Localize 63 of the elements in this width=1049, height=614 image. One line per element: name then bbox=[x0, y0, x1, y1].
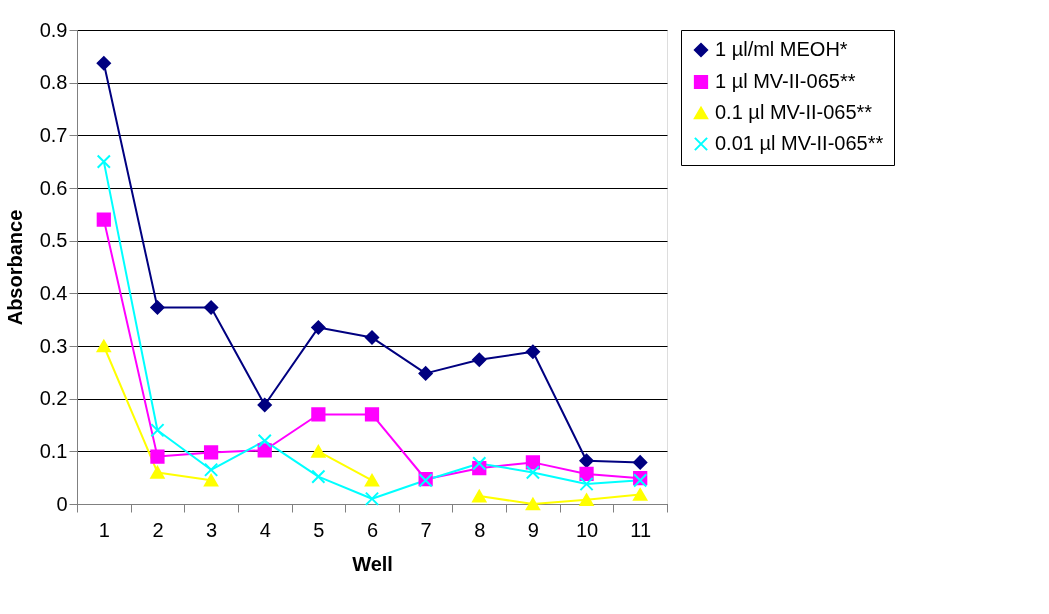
point bbox=[257, 397, 272, 413]
point bbox=[311, 469, 326, 484]
point bbox=[579, 453, 594, 468]
y-tick-label: 0.6 bbox=[39, 176, 68, 199]
point bbox=[525, 465, 541, 480]
point bbox=[633, 488, 648, 501]
x-tick-label: 6 bbox=[366, 518, 379, 541]
point bbox=[96, 212, 111, 227]
x-tick-label: 8 bbox=[474, 518, 486, 541]
x-tick-label: 11 bbox=[630, 518, 652, 541]
y-tick-label: 0.1 bbox=[39, 439, 68, 462]
point bbox=[364, 474, 380, 487]
point bbox=[150, 449, 165, 464]
point bbox=[150, 300, 165, 315]
x-tick-label: 4 bbox=[259, 518, 271, 541]
point bbox=[525, 344, 541, 359]
point bbox=[472, 352, 487, 367]
point bbox=[364, 407, 380, 422]
x-axis-title: Well bbox=[352, 552, 393, 575]
point bbox=[96, 56, 111, 71]
point bbox=[150, 423, 165, 438]
point bbox=[203, 462, 219, 477]
point bbox=[525, 455, 541, 470]
point bbox=[96, 154, 111, 169]
legend-label: 1 µl MV-II-065** bbox=[715, 70, 856, 92]
legend-label: 0.01 µl MV-II-065** bbox=[715, 132, 884, 154]
point bbox=[364, 330, 380, 345]
point bbox=[525, 497, 541, 511]
point bbox=[364, 491, 380, 506]
x-tick-label: 1 bbox=[98, 518, 110, 541]
point bbox=[150, 466, 165, 479]
y-tick-label: 0.5 bbox=[39, 229, 68, 252]
point bbox=[418, 366, 433, 381]
point bbox=[579, 476, 594, 492]
point bbox=[311, 407, 326, 422]
point bbox=[579, 493, 594, 507]
point bbox=[203, 474, 219, 487]
y-tick-label: 0 bbox=[56, 492, 68, 515]
point bbox=[472, 456, 487, 471]
point bbox=[633, 455, 648, 470]
y-tick-label: 0.7 bbox=[39, 123, 68, 146]
x-tick-label: 7 bbox=[420, 518, 432, 541]
point bbox=[472, 489, 487, 503]
point bbox=[203, 300, 219, 315]
point bbox=[311, 445, 326, 458]
point bbox=[203, 445, 219, 460]
point bbox=[96, 339, 111, 353]
y-axis-title: Absorbance bbox=[3, 209, 26, 326]
x-tick-label: 10 bbox=[575, 518, 599, 541]
x-tick-label: 2 bbox=[152, 518, 164, 541]
y-tick-label: 0.2 bbox=[39, 387, 68, 410]
point bbox=[257, 433, 272, 448]
point bbox=[579, 466, 594, 482]
x-tick-label: 5 bbox=[313, 518, 325, 541]
x-tick-label: 3 bbox=[206, 518, 218, 541]
point bbox=[311, 320, 326, 335]
y-tick-label: 0.8 bbox=[39, 71, 68, 94]
y-tick-label: 0.9 bbox=[39, 18, 68, 41]
y-tick-label: 0.4 bbox=[39, 281, 68, 304]
legend-label: 0.1 µl MV-II-065** bbox=[715, 101, 873, 123]
legend-label: 1 µl/ml MEOH* bbox=[715, 38, 848, 60]
y-tick-label: 0.3 bbox=[39, 334, 68, 357]
x-tick-label: 9 bbox=[527, 518, 539, 541]
